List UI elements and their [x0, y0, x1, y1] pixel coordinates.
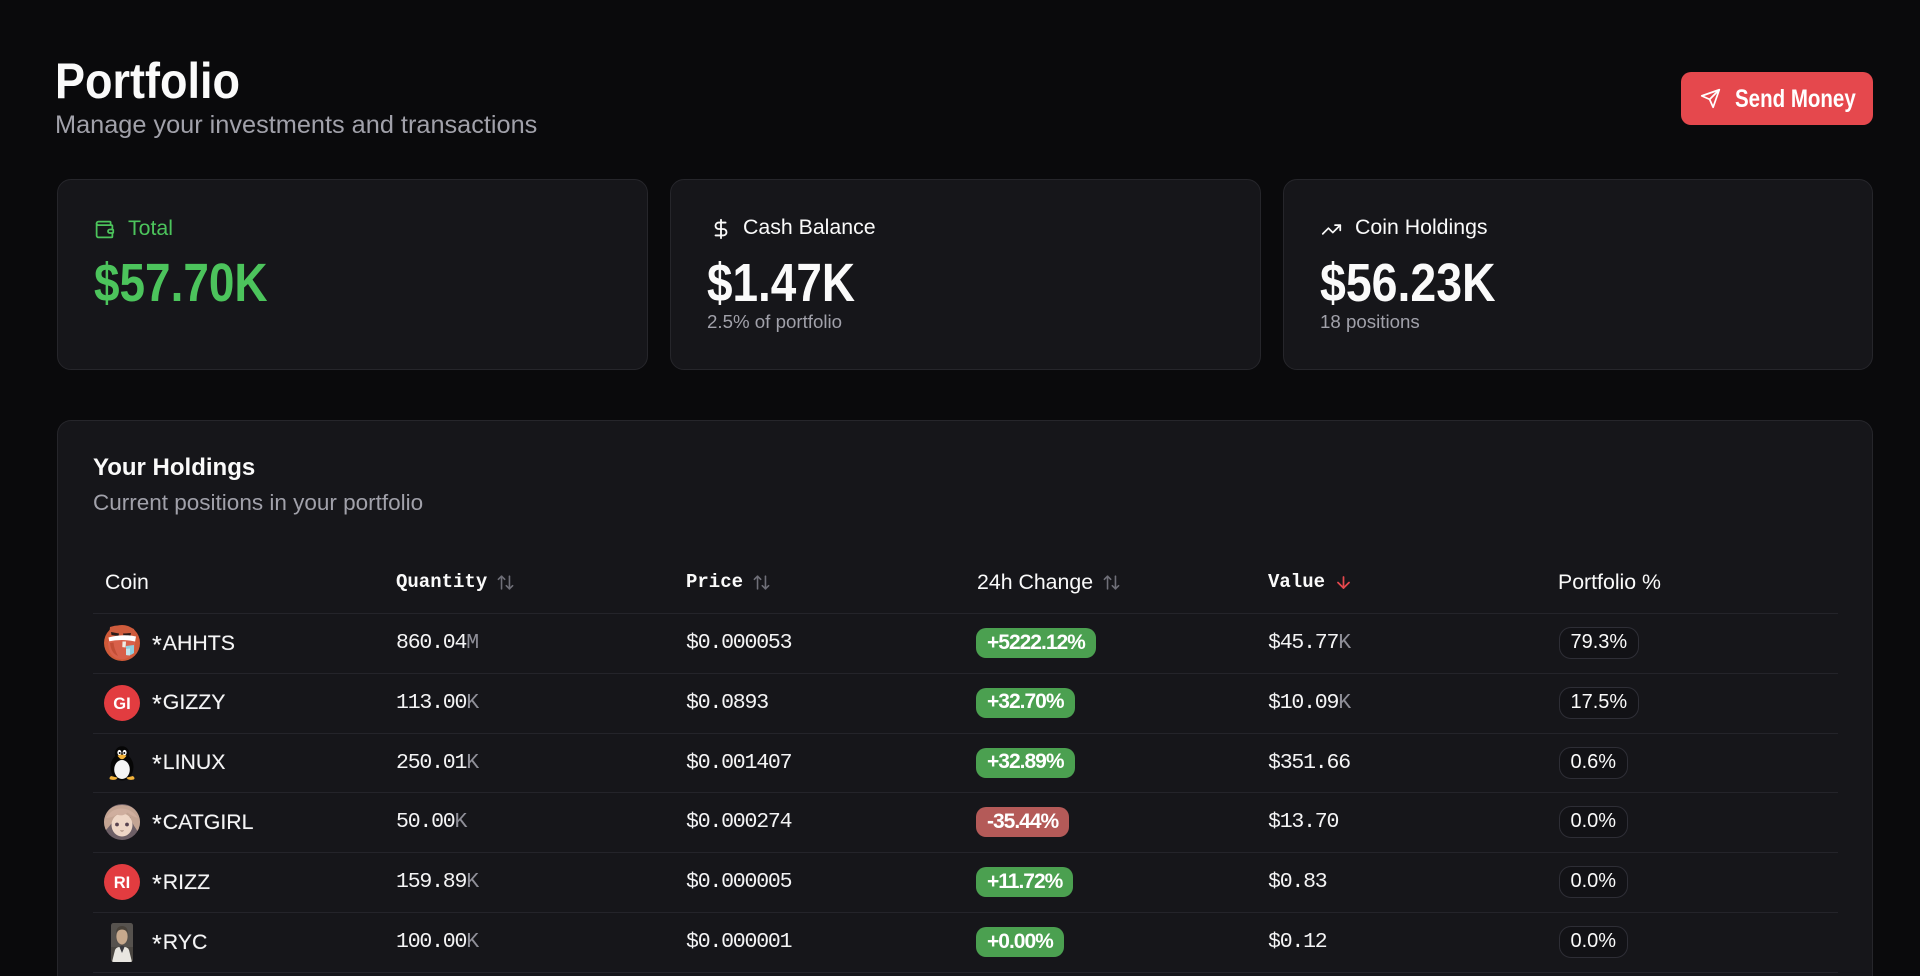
svg-text:RI: RI [114, 874, 131, 892]
svg-text:GI: GI [113, 695, 130, 713]
